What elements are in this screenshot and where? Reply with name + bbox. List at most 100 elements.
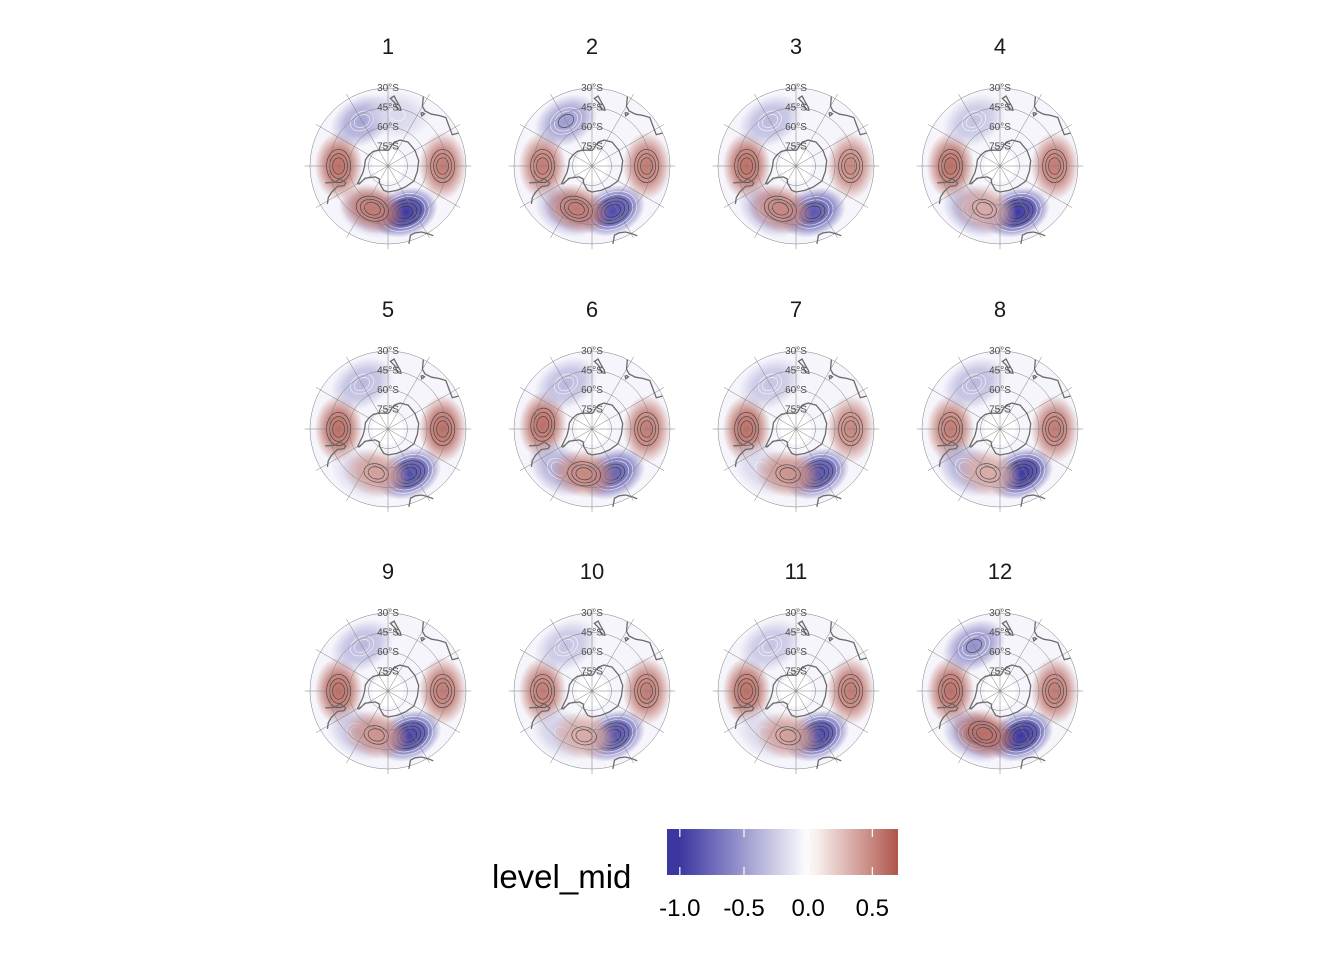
- contour-line: [775, 726, 801, 746]
- coastline-africa: [1020, 231, 1046, 245]
- meridian-line: [550, 618, 593, 692]
- latitude-label: 75°S: [377, 405, 399, 416]
- latitude-label: 30°S: [377, 83, 399, 94]
- coastline-australia: [829, 621, 867, 661]
- meridian-line: [999, 428, 1042, 502]
- coastline-south-america: [325, 441, 347, 467]
- contour-line: [768, 198, 793, 219]
- contour-line: [979, 466, 997, 480]
- coastline-new-zealand: [797, 620, 810, 637]
- coastline-new-zealand: [389, 358, 402, 375]
- coastline-new-zealand: [1001, 95, 1014, 112]
- meridian-line: [723, 124, 797, 167]
- meridian-line: [754, 165, 797, 239]
- meridian-line: [795, 124, 869, 167]
- coastline-africa: [816, 494, 842, 508]
- latitude-label: 75°S: [989, 667, 1011, 678]
- latitude-label: 30°S: [377, 346, 399, 357]
- meridian-line: [795, 165, 838, 239]
- meridian-line: [754, 618, 797, 692]
- latitude-label: 45°S: [377, 366, 399, 377]
- coastline-new-zealand: [797, 95, 810, 112]
- latitude-label: 30°S: [785, 608, 807, 619]
- coastline-south-america: [529, 178, 551, 204]
- legend-ticks: -1.0 -0.5 0.0 0.5: [659, 829, 889, 922]
- facet-panel: 11 30°S 45°S 60°S 75°S: [712, 559, 880, 775]
- coastline-south-america: [937, 178, 959, 204]
- coastline-south-america: [733, 441, 755, 467]
- latitude-label: 60°S: [785, 647, 807, 658]
- meridian-line: [591, 165, 665, 208]
- coastline-tasmania: [624, 111, 630, 118]
- latitude-label: 60°S: [989, 647, 1011, 658]
- anomaly-field: [314, 90, 466, 238]
- meridian-line: [958, 165, 1001, 239]
- facet-title: 6: [586, 297, 598, 322]
- facet-title: 11: [785, 559, 808, 584]
- anomaly-blob: [342, 710, 410, 760]
- latitude-label: 45°S: [989, 628, 1011, 639]
- coastline-antarctica: [764, 664, 828, 718]
- meridian-line: [795, 165, 869, 208]
- meridian-line: [723, 649, 797, 692]
- meridian-line: [387, 428, 430, 502]
- meridian-line: [591, 165, 634, 239]
- coastline-antarctica: [764, 402, 828, 456]
- anomaly-blob: [550, 711, 618, 761]
- coastline-africa: [612, 756, 638, 770]
- latitude-label: 75°S: [581, 667, 603, 678]
- meridian-line: [999, 428, 1073, 471]
- contour-line: [367, 728, 385, 742]
- meridian-line: [795, 428, 869, 471]
- meridian-line: [927, 387, 1001, 430]
- meridian-line: [958, 356, 1001, 430]
- meridian-line: [795, 387, 869, 430]
- legend-tick-label: -0.5: [723, 895, 764, 922]
- meridian-line: [999, 165, 1073, 208]
- coastline-africa: [408, 231, 434, 245]
- coastline-new-zealand: [389, 620, 402, 637]
- latitude-label: 30°S: [581, 608, 603, 619]
- facet-panel: 12 30°S 45°S 60°S 75°S: [916, 559, 1084, 775]
- latitude-label: 45°S: [989, 103, 1011, 114]
- coastline-australia: [829, 359, 867, 399]
- latitude-label: 45°S: [989, 366, 1011, 377]
- meridian-line: [387, 649, 461, 692]
- facet-title: 8: [994, 297, 1006, 322]
- facet-panel: 8 30°S 45°S 60°S 75°S: [916, 297, 1084, 513]
- facet-panel: 5 30°S 45°S 60°S 75°S: [304, 297, 472, 513]
- meridian-line: [754, 356, 797, 430]
- facet-title: 4: [994, 34, 1006, 59]
- latitude-label: 30°S: [785, 346, 807, 357]
- facet-panel: 3 30°S 45°S 60°S 75°S: [712, 34, 880, 250]
- coastline-tasmania: [1032, 636, 1038, 643]
- coastline-tasmania: [1032, 374, 1038, 381]
- coastline-south-america: [937, 703, 959, 729]
- coastline-antarctica: [764, 139, 828, 193]
- coastline-antarctica: [560, 402, 624, 456]
- anomaly-blob: [342, 448, 410, 498]
- contour-line: [972, 723, 997, 744]
- meridian-line: [591, 428, 634, 502]
- coastline-tasmania: [624, 636, 630, 643]
- coastline-antarctica: [560, 139, 624, 193]
- latitude-label: 45°S: [581, 366, 603, 377]
- meridian-line: [999, 690, 1073, 733]
- coastline-tasmania: [828, 374, 834, 381]
- latitude-label: 75°S: [581, 142, 603, 153]
- coastline-africa: [408, 494, 434, 508]
- contour-line: [536, 416, 550, 434]
- coastline-australia: [421, 621, 459, 661]
- coastline-south-america: [325, 703, 347, 729]
- anomaly-blob: [363, 90, 431, 140]
- meridian-line: [387, 165, 430, 239]
- contour-line: [564, 198, 589, 219]
- coastline-new-zealand: [593, 358, 606, 375]
- meridian-line: [519, 649, 593, 692]
- coastline-south-america: [733, 178, 755, 204]
- facet-panel: 4 30°S 45°S 60°S 75°S: [916, 34, 1084, 250]
- meridian-line: [346, 165, 389, 239]
- meridian-line: [591, 387, 665, 430]
- coastline-australia: [1033, 359, 1071, 399]
- meridian-line: [754, 93, 797, 167]
